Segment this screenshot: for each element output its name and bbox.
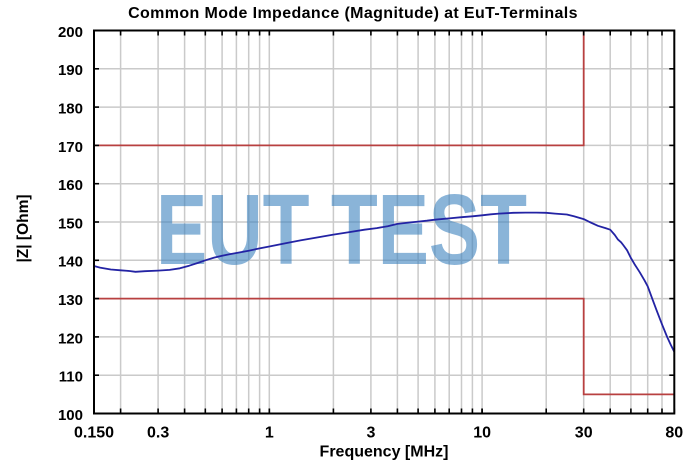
svg-text:170: 170 [58, 139, 83, 156]
svg-text:160: 160 [58, 177, 83, 194]
svg-text:3: 3 [366, 425, 375, 442]
svg-text:10: 10 [473, 425, 491, 442]
svg-text:120: 120 [58, 330, 83, 347]
svg-text:200: 200 [58, 24, 83, 41]
svg-text:1: 1 [265, 425, 274, 442]
svg-text:30: 30 [575, 425, 593, 442]
svg-text:110: 110 [59, 369, 83, 386]
svg-text:Common Mode Impedance (Magnitu: Common Mode Impedance (Magnitude) at EuT… [128, 5, 578, 22]
svg-text:|Z| [Ohm]: |Z| [Ohm] [15, 194, 32, 262]
svg-text:0.150: 0.150 [74, 425, 114, 442]
svg-text:100: 100 [58, 407, 83, 424]
svg-text:180: 180 [58, 101, 83, 118]
svg-text:190: 190 [58, 62, 83, 79]
svg-text:130: 130 [58, 292, 83, 309]
svg-text:0.3: 0.3 [147, 425, 169, 442]
svg-text:80: 80 [665, 425, 683, 442]
svg-text:EUT TEST: EUT TEST [156, 174, 527, 286]
svg-text:140: 140 [58, 254, 83, 271]
svg-text:Frequency [MHz]: Frequency [MHz] [320, 444, 449, 461]
svg-text:150: 150 [58, 215, 83, 232]
